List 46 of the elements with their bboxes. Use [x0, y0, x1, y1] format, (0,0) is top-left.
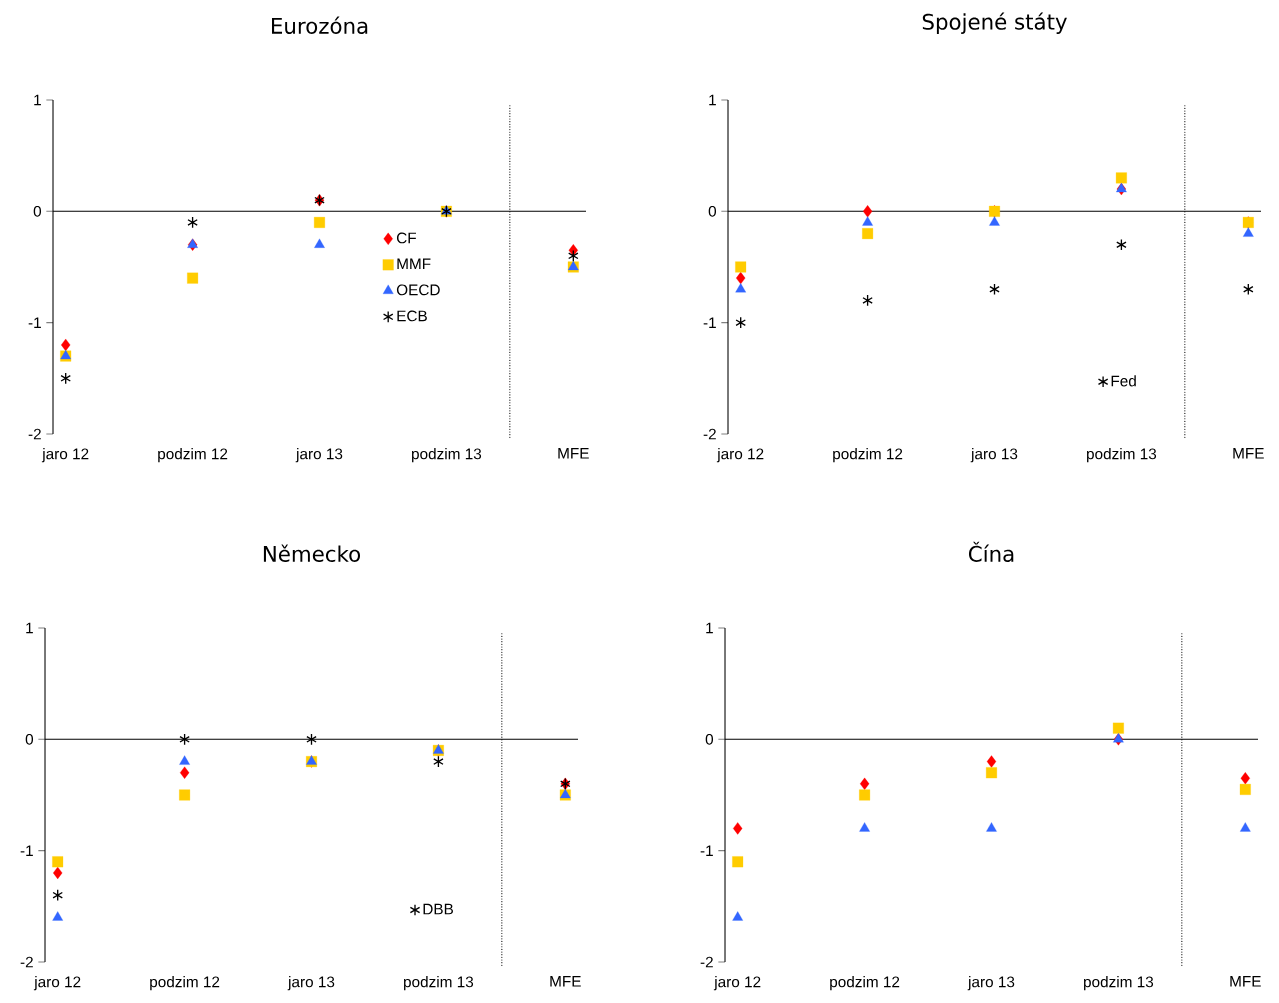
legend-label: OECD	[396, 284, 440, 296]
x-tick-label: MFE	[558, 448, 589, 459]
x-tick-label: jaro 12	[716, 448, 764, 463]
legend-label: CF	[396, 232, 416, 244]
chart-title: Spojené státy	[922, 12, 1067, 34]
legend-label: DBB	[423, 903, 453, 915]
y-tick-label: -1	[700, 845, 713, 856]
x-tick-label: MFE	[1230, 976, 1261, 987]
x-tick-label: jaro 12	[713, 976, 761, 991]
x-tick-label: jaro 12	[33, 976, 81, 991]
x-tick-label: podzim 12	[150, 976, 220, 991]
x-tick-label: podzim 13	[1084, 976, 1154, 991]
legend-label: Fed	[1111, 375, 1136, 387]
y-tick-label: 1	[34, 94, 41, 106]
y-tick-label: 0	[705, 733, 714, 745]
chart-title: Eurozóna	[272, 16, 368, 34]
y-tick-label: 1	[709, 94, 716, 106]
x-tick-label: MFE	[1233, 448, 1264, 459]
y-tick-label: -1	[28, 317, 41, 328]
x-tick-label: podzim 12	[833, 448, 903, 463]
y-tick-label: 0	[33, 205, 42, 217]
x-tick-label: podzim 12	[158, 448, 228, 463]
y-tick-label: -1	[20, 845, 33, 856]
legend-label: MMF	[397, 258, 431, 270]
x-tick-label: jaro 12	[41, 448, 89, 463]
x-tick-label: podzim 12	[830, 976, 900, 991]
y-tick-label: 0	[708, 205, 717, 217]
y-tick-label: -1	[703, 317, 716, 328]
x-tick-label: podzim 13	[404, 976, 474, 991]
x-tick-label: jaro 13	[970, 448, 1018, 463]
y-tick-label: -2	[28, 428, 41, 440]
x-tick-label: jaro 13	[967, 976, 1015, 991]
x-tick-label: jaro 13	[287, 976, 335, 991]
x-tick-label: MFE	[550, 976, 581, 987]
y-tick-label: 1	[706, 622, 713, 634]
x-tick-label: podzim 13	[412, 448, 482, 463]
chart-title: Německo	[263, 544, 361, 562]
y-tick-label: -2	[703, 428, 716, 440]
y-tick-label: 0	[25, 733, 34, 745]
x-tick-label: podzim 13	[1087, 448, 1157, 463]
y-tick-label: -2	[700, 956, 713, 968]
y-tick-label: -2	[20, 956, 33, 968]
y-tick-label: 1	[26, 622, 33, 634]
x-tick-label: jaro 13	[295, 448, 343, 463]
legend-label: ECB	[397, 310, 427, 322]
chart-title: Čína	[968, 541, 1014, 562]
